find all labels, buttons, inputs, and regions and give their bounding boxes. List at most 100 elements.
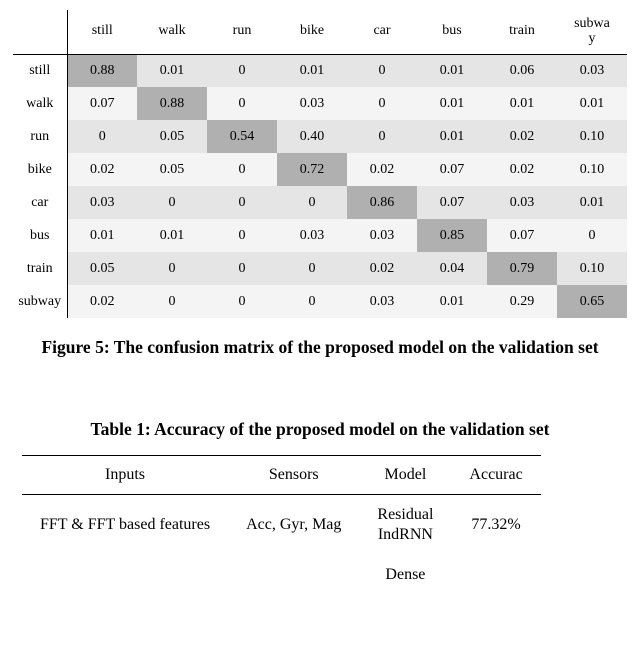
matrix-cell: 0.01 bbox=[67, 219, 137, 252]
matrix-cell: 0.10 bbox=[557, 153, 627, 186]
matrix-col-header: subway bbox=[557, 10, 627, 54]
matrix-row-header: walk bbox=[13, 87, 67, 120]
matrix-cell: 0.40 bbox=[277, 120, 347, 153]
matrix-cell: 0.01 bbox=[417, 285, 487, 318]
table-cell: Acc, Gyr, Mag bbox=[228, 495, 359, 556]
matrix-cell: 0.88 bbox=[67, 54, 137, 87]
matrix-row: bus0.010.0100.030.030.850.070 bbox=[13, 219, 627, 252]
matrix-cell: 0 bbox=[207, 186, 277, 219]
matrix-row-header: bus bbox=[13, 219, 67, 252]
matrix-cell: 0 bbox=[347, 87, 417, 120]
table-caption: Table 1: Accuracy of the proposed model … bbox=[8, 418, 632, 442]
matrix-cell: 0.01 bbox=[557, 186, 627, 219]
table-cell: 77.32% bbox=[451, 495, 540, 556]
table-cell: ResidualIndRNN bbox=[359, 495, 451, 556]
matrix-cell: 0.02 bbox=[347, 153, 417, 186]
matrix-cell: 0.03 bbox=[277, 219, 347, 252]
matrix-cell: 0.01 bbox=[137, 219, 207, 252]
matrix-cell: 0 bbox=[277, 285, 347, 318]
matrix-row: train0.050000.020.040.790.10 bbox=[13, 252, 627, 285]
matrix-row: car0.030000.860.070.030.01 bbox=[13, 186, 627, 219]
matrix-cell: 0.01 bbox=[417, 87, 487, 120]
matrix-cell: 0 bbox=[67, 120, 137, 153]
matrix-cell: 0.85 bbox=[417, 219, 487, 252]
accuracy-col-header: Accurac bbox=[451, 456, 540, 495]
accuracy-col-header: Model bbox=[359, 456, 451, 495]
matrix-cell: 0.03 bbox=[557, 54, 627, 87]
matrix-col-header: bike bbox=[277, 10, 347, 54]
matrix-cell: 0.02 bbox=[487, 120, 557, 153]
matrix-cell: 0 bbox=[207, 252, 277, 285]
matrix-cell: 0.65 bbox=[557, 285, 627, 318]
matrix-cell: 0.03 bbox=[487, 186, 557, 219]
matrix-cell: 0 bbox=[277, 252, 347, 285]
table-cell: FFT & FFT based features bbox=[22, 495, 228, 556]
matrix-cell: 0 bbox=[347, 120, 417, 153]
matrix-row-header: subway bbox=[13, 285, 67, 318]
matrix-cell: 0.03 bbox=[277, 87, 347, 120]
matrix-cell: 0.01 bbox=[417, 54, 487, 87]
matrix-row-header: car bbox=[13, 186, 67, 219]
matrix-cell: 0.05 bbox=[67, 252, 137, 285]
accuracy-col-header: Inputs bbox=[22, 456, 228, 495]
table-cell bbox=[22, 555, 228, 595]
matrix-row-header: still bbox=[13, 54, 67, 87]
matrix-col-header: car bbox=[347, 10, 417, 54]
matrix-cell: 0.03 bbox=[347, 285, 417, 318]
matrix-cell: 0.54 bbox=[207, 120, 277, 153]
matrix-cell: 0.01 bbox=[137, 54, 207, 87]
matrix-cell: 0.01 bbox=[487, 87, 557, 120]
matrix-cell: 0.01 bbox=[557, 87, 627, 120]
matrix-col-header: walk bbox=[137, 10, 207, 54]
matrix-col-header: still bbox=[67, 10, 137, 54]
matrix-cell: 0.05 bbox=[137, 153, 207, 186]
matrix-cell: 0.06 bbox=[487, 54, 557, 87]
matrix-row-header: run bbox=[13, 120, 67, 153]
accuracy-col-header: Sensors bbox=[228, 456, 359, 495]
matrix-cell: 0.02 bbox=[347, 252, 417, 285]
matrix-cell: 0.07 bbox=[487, 219, 557, 252]
matrix-row-header: bike bbox=[13, 153, 67, 186]
matrix-cell: 0 bbox=[207, 219, 277, 252]
matrix-cell: 0 bbox=[347, 54, 417, 87]
matrix-row-header: train bbox=[13, 252, 67, 285]
matrix-corner bbox=[13, 10, 67, 54]
matrix-cell: 0.03 bbox=[67, 186, 137, 219]
matrix-cell: 0 bbox=[137, 252, 207, 285]
matrix-cell: 0 bbox=[137, 186, 207, 219]
matrix-row: run00.050.540.4000.010.020.10 bbox=[13, 120, 627, 153]
confusion-matrix: stillwalkrunbikecarbustrainsubway still0… bbox=[13, 10, 627, 318]
matrix-cell: 0.72 bbox=[277, 153, 347, 186]
matrix-row: still0.880.0100.0100.010.060.03 bbox=[13, 54, 627, 87]
matrix-cell: 0.86 bbox=[347, 186, 417, 219]
table-cell bbox=[228, 555, 359, 595]
matrix-cell: 0.04 bbox=[417, 252, 487, 285]
figure-caption: Figure 5: The confusion matrix of the pr… bbox=[8, 336, 632, 360]
matrix-cell: 0 bbox=[137, 285, 207, 318]
table-cell bbox=[451, 555, 540, 595]
matrix-cell: 0.02 bbox=[67, 285, 137, 318]
matrix-cell: 0 bbox=[207, 87, 277, 120]
matrix-cell: 0 bbox=[207, 54, 277, 87]
matrix-cell: 0.02 bbox=[487, 153, 557, 186]
matrix-cell: 0.03 bbox=[347, 219, 417, 252]
matrix-cell: 0.01 bbox=[277, 54, 347, 87]
table-row: FFT & FFT based featuresAcc, Gyr, MagRes… bbox=[22, 495, 541, 556]
matrix-cell: 0.01 bbox=[417, 120, 487, 153]
matrix-cell: 0.07 bbox=[417, 186, 487, 219]
matrix-cell: 0.29 bbox=[487, 285, 557, 318]
matrix-row: walk0.070.8800.0300.010.010.01 bbox=[13, 87, 627, 120]
matrix-cell: 0 bbox=[557, 219, 627, 252]
matrix-cell: 0.02 bbox=[67, 153, 137, 186]
matrix-row: bike0.020.0500.720.020.070.020.10 bbox=[13, 153, 627, 186]
matrix-col-header: bus bbox=[417, 10, 487, 54]
matrix-cell: 0.07 bbox=[67, 87, 137, 120]
matrix-cell: 0 bbox=[207, 153, 277, 186]
matrix-cell: 0.05 bbox=[137, 120, 207, 153]
matrix-row: subway0.020000.030.010.290.65 bbox=[13, 285, 627, 318]
table-row: Dense bbox=[22, 555, 541, 595]
matrix-cell: 0.10 bbox=[557, 252, 627, 285]
matrix-cell: 0 bbox=[207, 285, 277, 318]
matrix-cell: 0.88 bbox=[137, 87, 207, 120]
matrix-col-header: run bbox=[207, 10, 277, 54]
